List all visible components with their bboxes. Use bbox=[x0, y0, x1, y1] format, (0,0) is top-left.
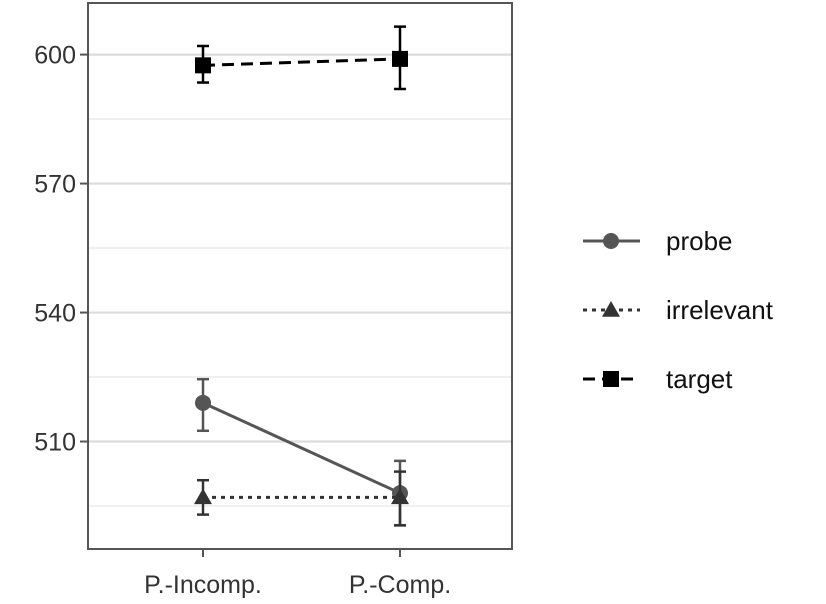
legend-item-target: target bbox=[583, 364, 733, 394]
probe-line bbox=[202, 401, 401, 495]
legend-label: irrelevant bbox=[666, 295, 774, 325]
x-tick-label: P.-Comp. bbox=[349, 571, 451, 599]
x-tick-label: P.-Incomp. bbox=[144, 571, 262, 599]
series-probe bbox=[195, 377, 408, 527]
probe-point bbox=[195, 394, 211, 411]
legend-label: probe bbox=[666, 226, 733, 256]
target-point bbox=[195, 57, 211, 74]
target-line bbox=[202, 57, 401, 67]
legend-item-irrelevant: irrelevant bbox=[583, 295, 774, 325]
plot-panel-border bbox=[87, 2, 513, 550]
legend-key-marker bbox=[603, 233, 619, 249]
y-tick-label: 600 bbox=[34, 42, 76, 70]
legend-item-probe: probe bbox=[583, 226, 733, 256]
legend-key-marker bbox=[602, 301, 620, 317]
irrelevant-point bbox=[194, 488, 212, 505]
target-point bbox=[392, 50, 408, 67]
legend: probe irrelevant target bbox=[583, 226, 774, 394]
series-layer bbox=[194, 25, 409, 527]
legend-key-marker bbox=[603, 371, 619, 387]
series-irrelevant bbox=[194, 470, 409, 527]
axes: 510 540 570 600 P.-Incomp. P.-Comp. bbox=[34, 42, 451, 599]
y-tick-label: 540 bbox=[34, 300, 76, 328]
legend-label: target bbox=[666, 364, 733, 394]
series-target bbox=[195, 25, 408, 91]
grid-lines bbox=[88, 53, 512, 507]
y-tick-label: 510 bbox=[34, 429, 76, 457]
y-tick-label: 570 bbox=[34, 171, 76, 199]
irrelevant-point bbox=[391, 488, 409, 505]
